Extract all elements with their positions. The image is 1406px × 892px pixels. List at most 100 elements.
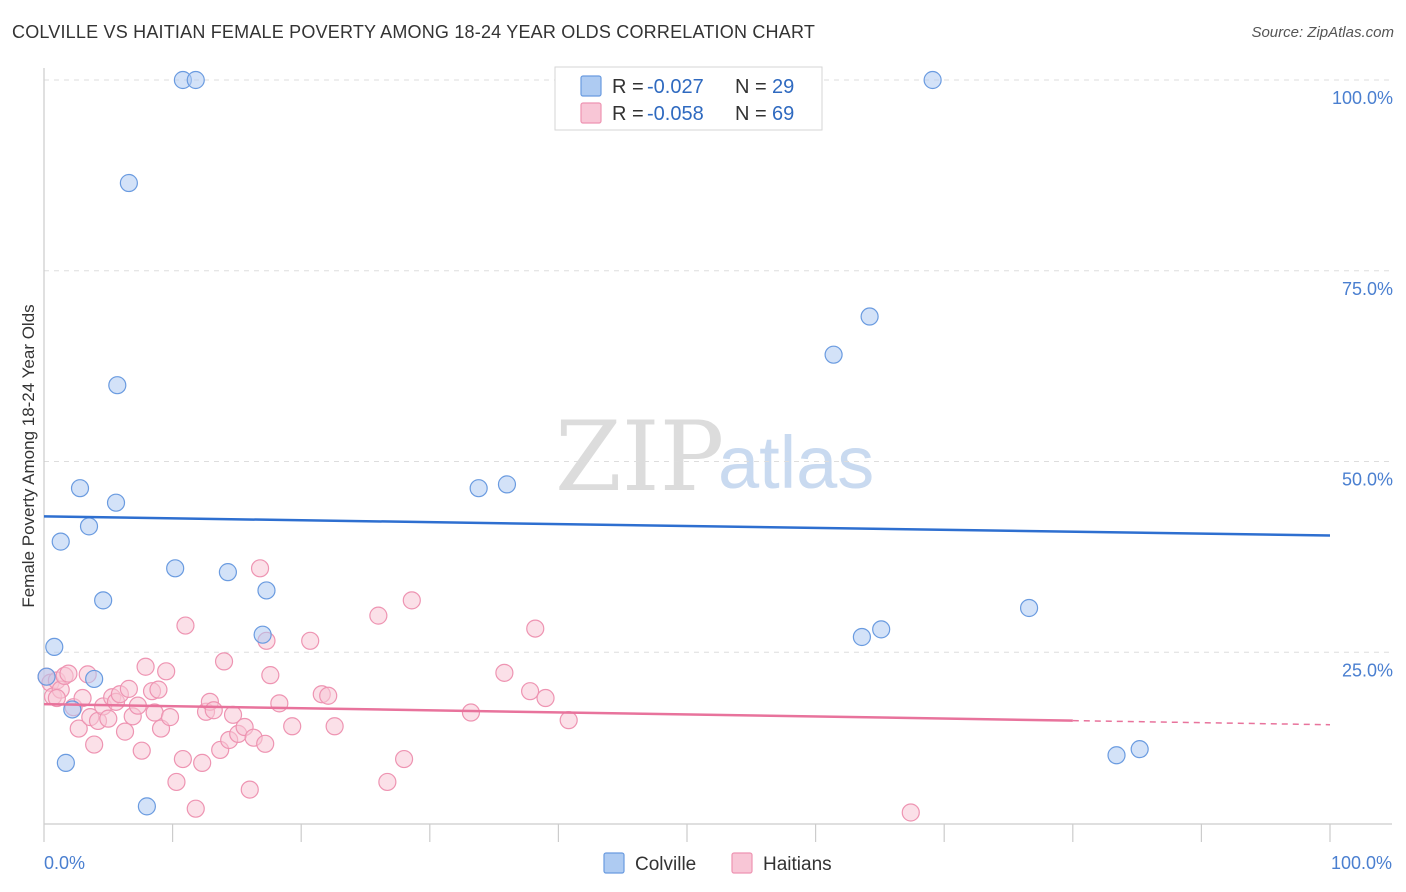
point-colville — [70, 479, 90, 498]
point-haitians — [136, 657, 155, 676]
source-credit: Source: ZipAtlas.com — [1251, 24, 1394, 41]
trend-line-extension-haitians — [1072, 719, 1331, 726]
point-haitians — [173, 749, 192, 769]
point-colville — [106, 493, 126, 512]
point-haitians — [119, 679, 138, 698]
point-colville — [872, 620, 891, 639]
point-colville — [824, 345, 843, 364]
point-colville — [37, 667, 56, 686]
point-haitians — [495, 663, 514, 682]
series-legend: Colville Haitians — [603, 852, 832, 875]
legend-swatch-colville — [580, 75, 602, 97]
point-haitians — [283, 717, 302, 736]
data-points — [37, 70, 1149, 822]
point-colville — [923, 70, 942, 90]
point-haitians — [160, 708, 180, 727]
point-haitians — [176, 616, 195, 635]
point-haitians — [99, 709, 118, 728]
y-axis-tick-labels: 25.0% 50.0% 75.0% 100.0% — [1332, 88, 1393, 680]
point-haitians — [325, 717, 344, 736]
y-tick-label: 100.0% — [1332, 88, 1393, 108]
point-haitians — [73, 688, 92, 708]
point-haitians — [559, 711, 578, 730]
trend-lines — [43, 515, 1331, 726]
point-colville — [1107, 746, 1126, 765]
point-haitians — [901, 803, 920, 822]
point-colville — [45, 637, 64, 657]
point-haitians — [193, 753, 212, 772]
correlation-legend: R = -0.027 N = 29 R = -0.058 N = 69 — [554, 66, 823, 131]
point-haitians — [204, 701, 223, 720]
legend-n-value-haitians: 69 — [772, 103, 794, 125]
point-colville — [257, 581, 276, 600]
x-tick-label-min: 0.0% — [44, 853, 85, 873]
point-haitians — [132, 741, 151, 760]
x-axis-ticks — [43, 824, 1331, 842]
y-tick-label: 25.0% — [1342, 660, 1393, 680]
gridlines — [44, 79, 1392, 653]
point-haitians — [369, 606, 388, 625]
point-haitians — [261, 666, 280, 685]
point-haitians — [526, 619, 545, 638]
point-haitians — [521, 682, 540, 701]
point-haitians — [214, 652, 234, 671]
point-haitians — [149, 680, 168, 699]
point-colville — [79, 517, 99, 536]
legend-r-value-colville: -0.027 — [647, 76, 704, 98]
legend-swatch-haitians — [580, 102, 602, 124]
point-colville — [108, 376, 127, 395]
trend-line-haitians — [43, 702, 1073, 722]
point-colville — [1130, 740, 1149, 759]
y-tick-label: 75.0% — [1342, 279, 1393, 299]
point-haitians — [536, 688, 555, 708]
point-colville — [497, 475, 517, 494]
point-haitians — [402, 591, 421, 610]
point-haitians — [461, 703, 481, 722]
point-colville — [186, 70, 205, 90]
series-legend-swatch-colville — [603, 852, 625, 874]
point-colville — [852, 627, 871, 647]
point-haitians — [157, 662, 176, 681]
point-colville — [253, 625, 272, 644]
point-haitians — [69, 719, 88, 738]
legend-r-label-colville: R = — [612, 76, 644, 98]
watermark-zip: ZIP — [555, 401, 724, 513]
legend-n-value-colville: 29 — [772, 76, 794, 98]
point-colville — [56, 753, 75, 772]
point-haitians — [319, 686, 338, 705]
trend-line-colville — [43, 515, 1331, 537]
y-tick-label: 50.0% — [1342, 470, 1393, 490]
y-axis-label: Female Poverty Among 18-24 Year Olds — [19, 304, 38, 607]
point-haitians — [59, 664, 78, 683]
point-haitians — [240, 780, 259, 799]
point-colville — [1019, 598, 1039, 618]
point-haitians — [186, 799, 205, 818]
point-colville — [166, 559, 185, 578]
point-colville — [119, 173, 138, 193]
watermark-atlas: atlas — [718, 421, 874, 504]
point-haitians — [394, 749, 414, 769]
point-haitians — [85, 735, 104, 754]
point-haitians — [301, 631, 320, 650]
series-legend-swatch-haitians — [731, 852, 753, 874]
legend-r-label-haitians: R = — [612, 103, 644, 125]
point-haitians — [378, 772, 397, 792]
point-colville — [469, 479, 488, 498]
point-colville — [137, 797, 156, 816]
chart-title: COLVILLE VS HAITIAN FEMALE POVERTY AMONG… — [12, 22, 816, 42]
point-colville — [94, 591, 113, 610]
point-colville — [51, 532, 70, 551]
point-colville — [218, 563, 237, 582]
legend-n-label-colville: N = — [735, 76, 767, 98]
point-haitians — [167, 772, 186, 792]
point-haitians — [250, 559, 270, 578]
point-colville — [860, 307, 879, 326]
point-haitians — [270, 694, 289, 713]
point-haitians — [256, 734, 275, 753]
series-legend-label-colville: Colville — [635, 854, 696, 875]
point-haitians — [47, 688, 66, 708]
x-tick-label-max: 100.0% — [1331, 853, 1392, 873]
legend-r-value-haitians: -0.058 — [647, 103, 704, 125]
series-legend-label-haitians: Haitians — [763, 854, 832, 875]
